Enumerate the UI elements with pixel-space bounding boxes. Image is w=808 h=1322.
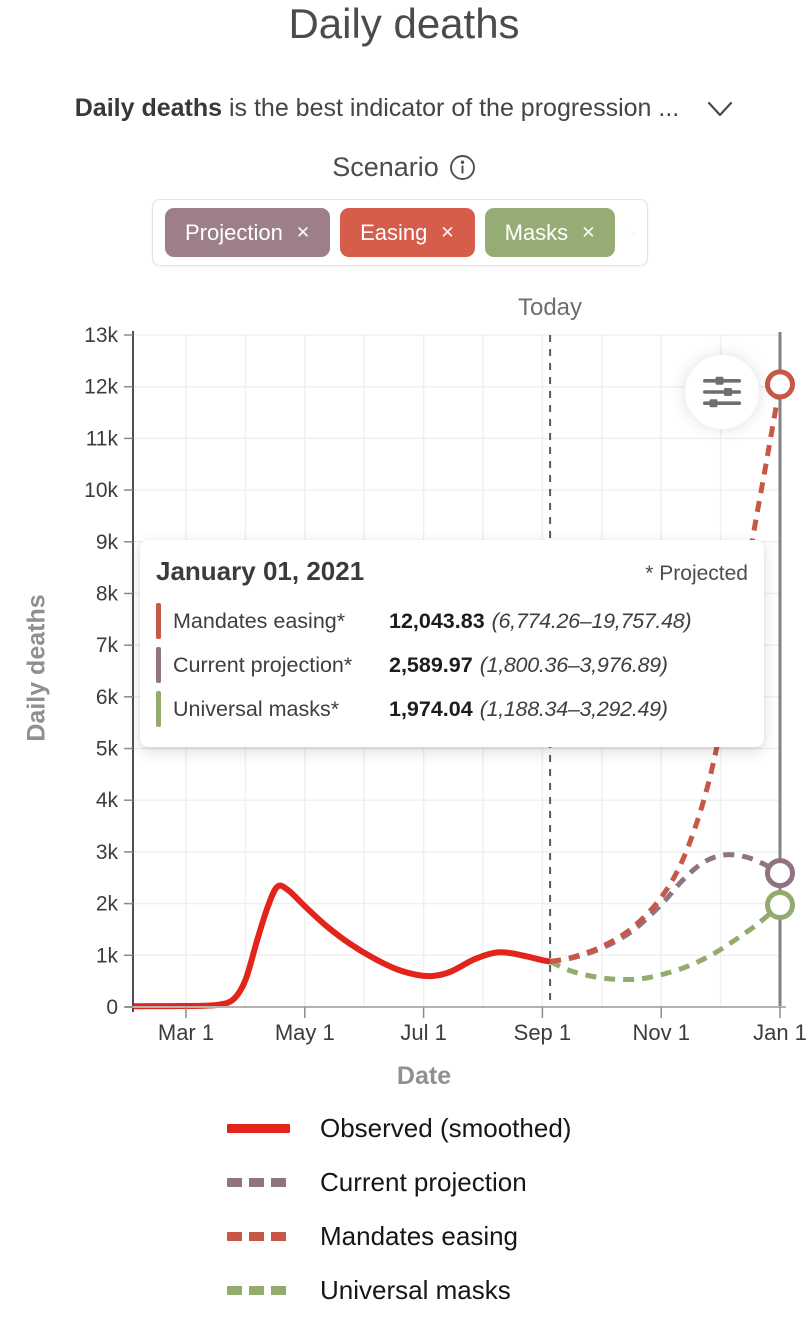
legend-label: Mandates easing <box>320 1220 519 1251</box>
legend-swatch <box>227 1123 290 1133</box>
remove-icon[interactable]: ✕ <box>440 222 455 242</box>
y-tick-label: 7k <box>96 634 119 657</box>
x-tick-label: Jan 1 <box>753 1020 807 1045</box>
y-tick-label: 8k <box>96 583 119 606</box>
chip-label: Masks <box>504 219 569 245</box>
chevron-down-icon[interactable] <box>631 224 635 242</box>
legend-label: Observed (smoothed) <box>320 1112 572 1143</box>
series-mandates-easing <box>549 383 783 964</box>
scenario-header: Scenario <box>0 152 808 183</box>
tooltip-projected-note: * Projected <box>645 562 748 585</box>
legend-item: Observed (smoothed) <box>227 1101 571 1155</box>
chevron-down-icon[interactable] <box>707 100 733 118</box>
description-row: Daily deaths is the best indicator of th… <box>0 94 808 123</box>
chip-easing[interactable]: Easing ✕ <box>340 208 475 257</box>
chart-tooltip: January 01, 2021 * Projected Mandates ea… <box>140 540 764 747</box>
chip-masks[interactable]: Masks ✕ <box>484 208 616 257</box>
chip-projection[interactable]: Projection ✕ <box>165 208 331 257</box>
series-color-bar <box>156 691 161 727</box>
series-color-bar <box>156 603 161 639</box>
chip-label: Easing <box>360 219 428 245</box>
y-tick-label: 11k <box>86 427 119 450</box>
series-value: 12,043.83 <box>389 608 485 633</box>
end-marker <box>765 890 795 920</box>
legend-swatch <box>227 1231 290 1241</box>
legend-item: Mandates easing <box>227 1209 571 1263</box>
end-marker <box>765 369 795 400</box>
legend-swatch <box>227 1285 290 1295</box>
description-text: Daily deaths is the best indicator of th… <box>75 94 679 123</box>
today-label: Today <box>517 294 583 321</box>
x-tick-label: May 1 <box>275 1020 335 1045</box>
y-tick-label: 13k <box>84 324 118 347</box>
info-icon[interactable] <box>449 154 476 181</box>
tooltip-row: Universal masks* 1,974.04 (1,188.34–3,29… <box>156 687 748 731</box>
tooltip-row: Mandates easing* 12,043.83 (6,774.26–19,… <box>156 599 748 643</box>
y-tick-label: 4k <box>96 789 119 812</box>
x-axis-title: Date <box>396 1062 452 1090</box>
chart-legend: Observed (smoothed) Current projection M… <box>227 1101 571 1317</box>
remove-icon[interactable]: ✕ <box>295 222 311 242</box>
sliders-icon <box>703 376 741 408</box>
series-value: 2,589.97 <box>389 652 473 677</box>
x-tick-label: Mar 1 <box>158 1020 214 1045</box>
remove-icon[interactable]: ✕ <box>581 222 596 242</box>
legend-label: Current projection <box>320 1166 527 1197</box>
y-tick-label: 10k <box>84 479 118 502</box>
y-tick-label: 0 <box>106 996 118 1019</box>
y-tick-label: 5k <box>96 738 119 761</box>
legend-item: Universal masks <box>227 1263 571 1317</box>
series-range: (1,188.34–3,292.49) <box>479 696 668 721</box>
series-current-projection <box>549 852 782 964</box>
series-range: (6,774.26–19,757.48) <box>491 608 692 633</box>
series-label: Current projection* <box>173 652 353 677</box>
end-marker <box>765 858 795 889</box>
tooltip-date: January 01, 2021 <box>156 556 365 586</box>
description-term: Daily deaths <box>74 94 223 122</box>
series-observed-smoothed- <box>133 882 551 1010</box>
description-rest: is the best indicator of the progression… <box>222 94 680 122</box>
series-label: Mandates easing* <box>173 608 346 633</box>
legend-item: Current projection <box>227 1155 571 1209</box>
series-range: (1,800.36–3,976.89) <box>479 652 668 677</box>
series-value: 1,974.04 <box>389 696 473 721</box>
y-tick-label: 3k <box>96 841 119 864</box>
y-tick-label: 1k <box>96 944 119 967</box>
chart-settings-button[interactable] <box>685 355 759 429</box>
x-tick-label: Jul 1 <box>400 1020 446 1045</box>
series-universal-masks <box>549 903 782 983</box>
tooltip-header: January 01, 2021 * Projected <box>156 556 748 587</box>
y-axis-title: Daily deaths <box>22 594 51 742</box>
y-tick-label: 12k <box>84 376 118 399</box>
x-tick-label: Nov 1 <box>632 1020 689 1045</box>
scenario-select[interactable]: Projection ✕ Easing ✕ Masks ✕ <box>152 199 648 266</box>
chart-plot[interactable]: 0 1k 2k 3k 4k 5k 6k 7k 8k 9k 10k 11k 12k 13k Mar 1 May … <box>0 0 808 1090</box>
series-label: Universal masks* <box>173 696 340 721</box>
scenario-label: Scenario <box>332 152 439 182</box>
legend-swatch <box>227 1177 290 1187</box>
tooltip-row: Current projection* 2,589.97 (1,800.36–3… <box>156 643 748 687</box>
series-color-bar <box>156 647 161 683</box>
tooltip-rows: Mandates easing* 12,043.83 (6,774.26–19,… <box>156 599 748 731</box>
chip-label: Projection <box>185 219 283 245</box>
page-title: Daily deaths <box>288 0 520 47</box>
legend-label: Universal masks <box>320 1274 511 1305</box>
x-tick-label: Sep 1 <box>514 1020 572 1045</box>
y-tick-label: 6k <box>96 686 119 709</box>
y-tick-label: 9k <box>96 531 119 554</box>
y-tick-label: 2k <box>96 893 119 916</box>
